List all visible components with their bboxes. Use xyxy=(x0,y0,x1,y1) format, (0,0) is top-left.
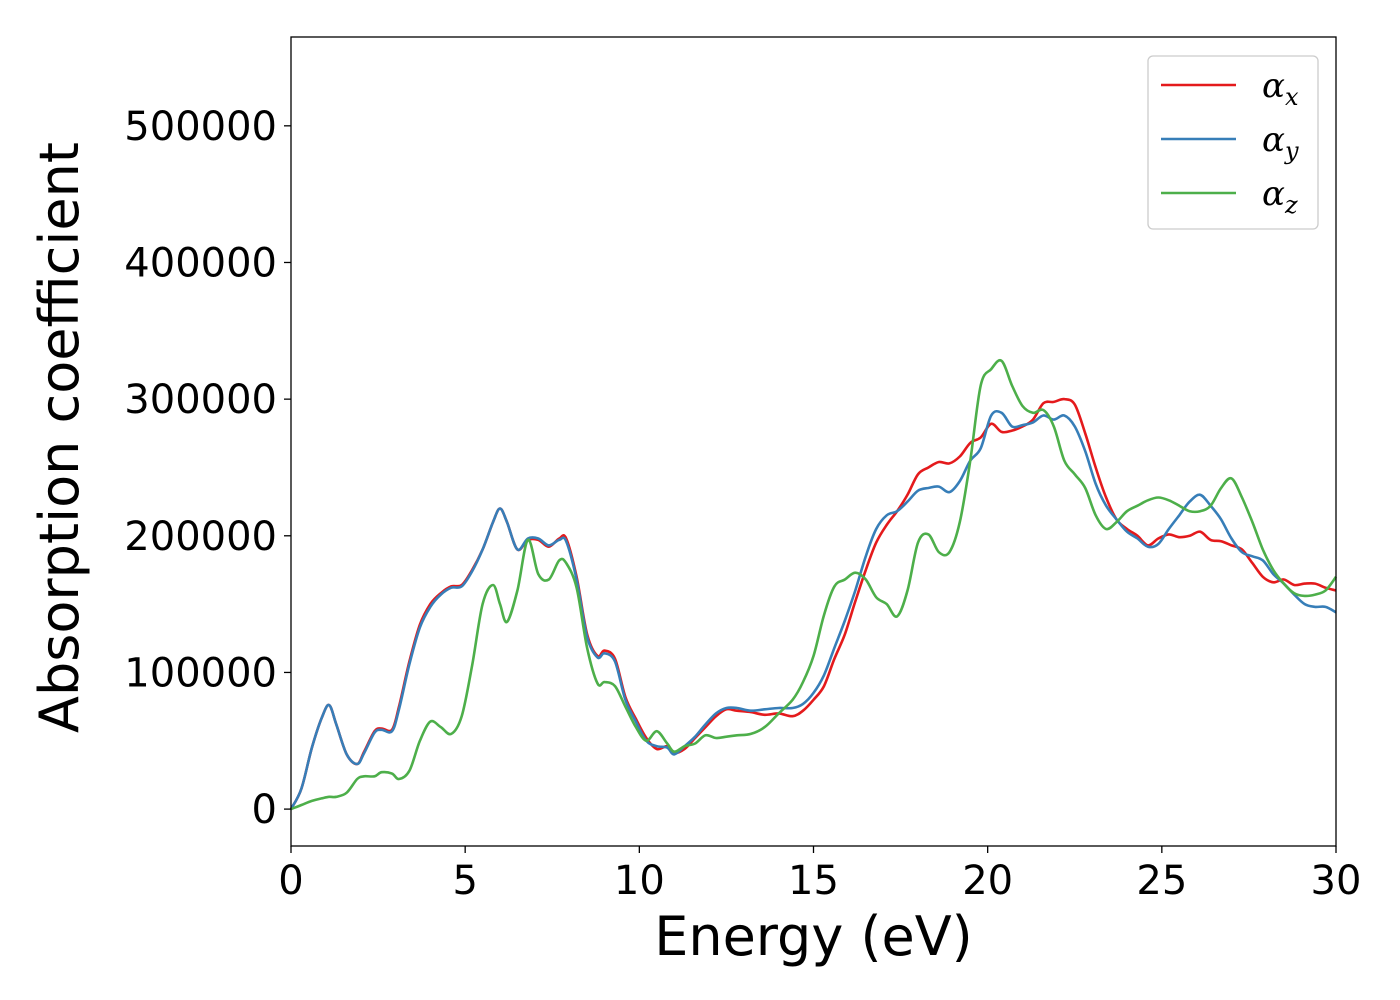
y-axis-ticks: 0 100000 200000 300000 400000 500000 xyxy=(124,104,291,833)
legend-label-alpha-x: αx xyxy=(1262,66,1299,111)
y-tick-label: 400000 xyxy=(124,240,277,286)
series-line-alpha-z xyxy=(290,358,1338,811)
x-axis-label: Energy (eV) xyxy=(654,905,973,968)
x-tick-label: 30 xyxy=(1311,858,1362,904)
y-tick-label: 500000 xyxy=(124,104,277,150)
y-axis-label: Absorption coefficient xyxy=(28,142,91,733)
y-tick-label: 100000 xyxy=(124,650,277,696)
x-axis-ticks: 0 5 10 15 20 25 30 xyxy=(278,846,1361,904)
legend-label-alpha-y: αy xyxy=(1262,120,1299,165)
legend-label-alpha-z: αz xyxy=(1262,174,1298,219)
legend-frame xyxy=(1147,55,1319,230)
x-tick-label: 10 xyxy=(614,858,665,904)
series-layer xyxy=(289,358,1338,811)
y-tick-label: 300000 xyxy=(124,377,277,423)
x-tick-label: 20 xyxy=(962,858,1013,904)
series-line-alpha-x xyxy=(289,397,1337,810)
y-tick-label: 200000 xyxy=(124,514,277,560)
y-tick-label: 0 xyxy=(252,787,277,833)
x-tick-label: 5 xyxy=(452,858,477,904)
series-line-alpha-y xyxy=(289,409,1337,810)
x-tick-label: 0 xyxy=(278,858,303,904)
legend: αx αy αz xyxy=(1147,55,1319,230)
x-tick-label: 15 xyxy=(788,858,839,904)
x-tick-label: 25 xyxy=(1136,858,1187,904)
